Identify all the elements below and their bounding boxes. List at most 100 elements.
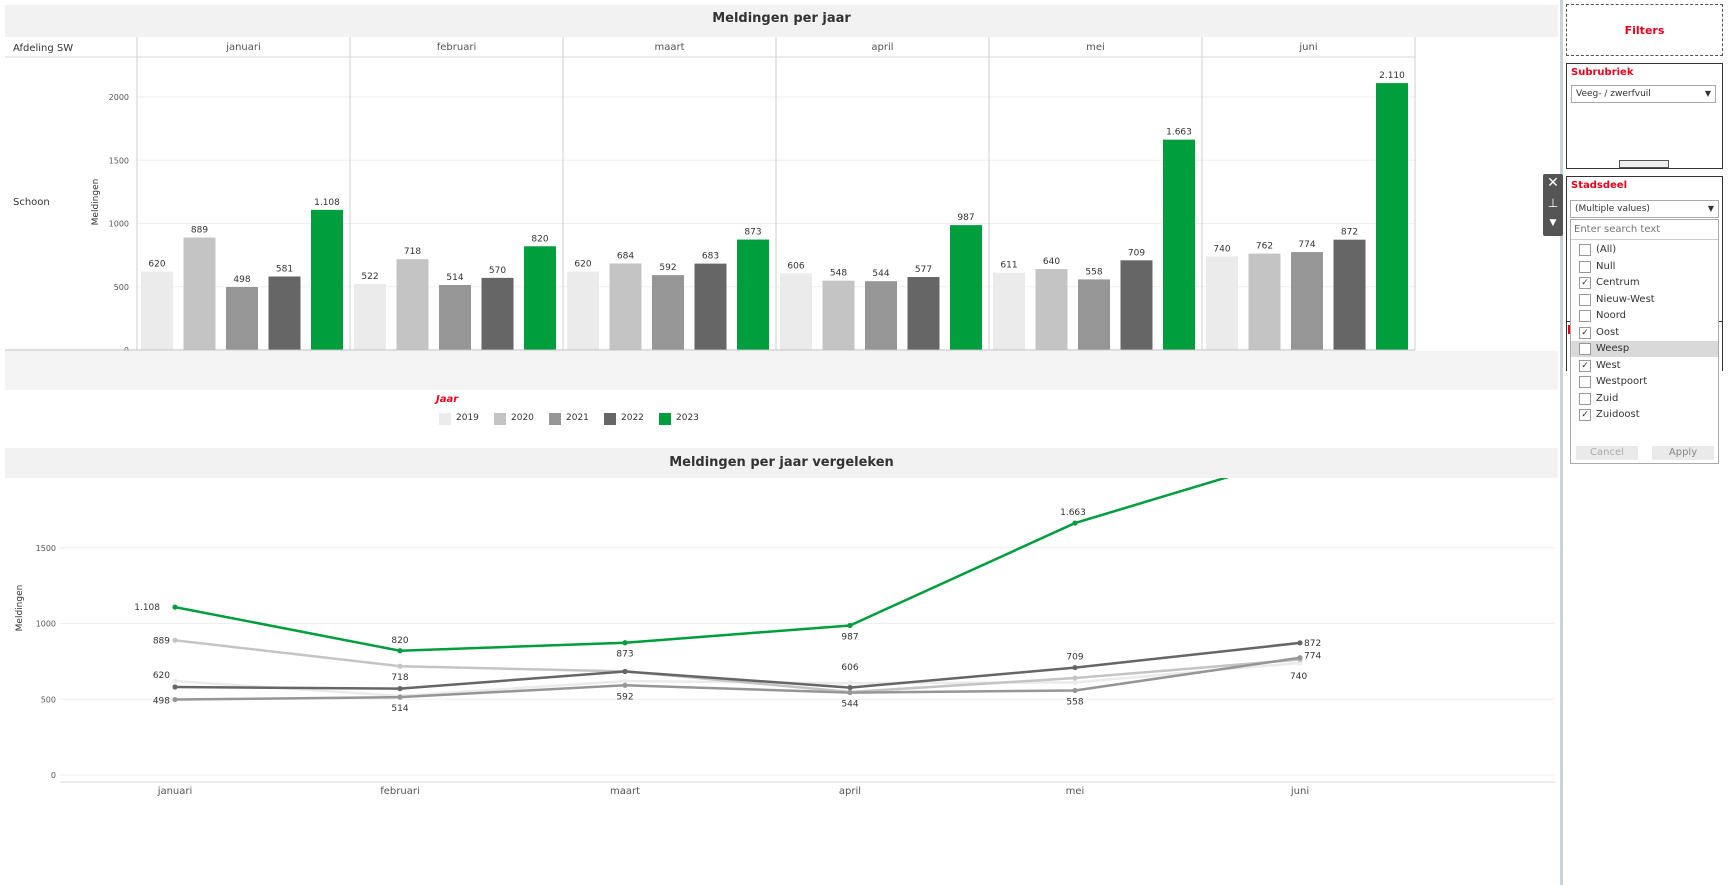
dashboard: Meldingen per jaar Afdeling SW Schoon Meld… — [5, 0, 1563, 885]
bar-data-label: 820 — [531, 234, 548, 244]
line-data-label: 558 — [1066, 697, 1083, 707]
bar-data-label: 611 — [1000, 261, 1017, 271]
line-data-label: 498 — [153, 697, 170, 707]
search-input[interactable] — [1571, 220, 1718, 240]
bar-chart: Afdeling SWSchoonMeldingen05001000150020… — [5, 37, 1558, 390]
series-point — [622, 678, 628, 684]
category-label: januari — [225, 42, 261, 53]
stadsdeel-option[interactable]: Noord — [1571, 308, 1718, 324]
bar — [865, 281, 897, 350]
bar — [1078, 279, 1110, 350]
bar-data-label: 544 — [872, 269, 889, 279]
resize-handle[interactable] — [1619, 160, 1669, 168]
series-line — [174, 656, 1301, 701]
bar-data-label: 987 — [957, 213, 974, 223]
series-point — [847, 684, 853, 691]
line-data-label: 873 — [616, 650, 633, 660]
checkbox-icon[interactable] — [1579, 244, 1591, 256]
bar-data-label: 873 — [744, 228, 761, 238]
y-tick-label: 500 — [41, 695, 56, 704]
category-label: februari — [437, 42, 477, 53]
line-data-label: 889 — [153, 636, 170, 646]
checkbox-icon[interactable] — [1579, 376, 1591, 388]
column-header-row — [5, 37, 1558, 57]
bottom-chart-title: Meldingen per jaar vergeleken — [5, 448, 1558, 478]
subrubriek-dropdown[interactable]: Veeg- / zwerfvuil ▼ — [1571, 85, 1716, 103]
stadsdeel-option[interactable]: Zuid — [1571, 391, 1718, 407]
pin-icon[interactable]: ⊥ — [1547, 196, 1559, 210]
x-tick-label: maart — [610, 786, 640, 797]
bar — [993, 272, 1025, 350]
stadsdeel-option[interactable]: (All) — [1571, 242, 1718, 258]
y-tick-label: 2000 — [109, 93, 129, 102]
x-tick-label: februari — [380, 786, 420, 797]
x-tick-label: mei — [1066, 786, 1085, 797]
bar — [1333, 239, 1366, 350]
dashboard-divider — [1560, 0, 1563, 885]
series-point — [1072, 664, 1078, 671]
bar — [311, 209, 343, 350]
line-data-label: 709 — [1066, 653, 1083, 663]
category-label: maart — [654, 42, 684, 53]
stadsdeel-option[interactable]: ✓ Zuidoost — [1571, 407, 1718, 423]
stadsdeel-option-label: Weesp — [1596, 343, 1630, 354]
legend-swatch — [494, 413, 506, 425]
line-data-label: 820 — [391, 636, 408, 646]
menu-arrow-icon[interactable]: ▼ — [1549, 218, 1557, 228]
stadsdeel-option[interactable]: ✓ Oost — [1571, 325, 1718, 341]
y-axis-label: Meldingen — [91, 179, 101, 226]
close-icon[interactable]: ✕ — [1547, 175, 1559, 191]
stadsdeel-option[interactable]: Westpoort — [1571, 374, 1718, 390]
bar — [481, 277, 514, 350]
bar — [567, 271, 599, 350]
filters-header: Filters — [1566, 4, 1723, 56]
stadsdeel-option-label: Oost — [1596, 326, 1620, 338]
checkbox-checked-icon[interactable]: ✓ — [1579, 409, 1591, 421]
legend-item[interactable]: 2020 — [494, 412, 549, 428]
bar-data-label: 522 — [361, 272, 378, 282]
bar-data-label: 592 — [659, 263, 676, 273]
stadsdeel-option-label: Zuid — [1596, 392, 1619, 404]
bar — [1035, 269, 1068, 350]
apply-button[interactable]: Apply — [1652, 446, 1714, 460]
legend-swatch — [604, 413, 616, 425]
series-point — [397, 694, 403, 700]
line-data-label: 620 — [153, 671, 170, 681]
stadsdeel-option[interactable]: ✓ West — [1571, 358, 1718, 374]
bar-data-label: 1.108 — [314, 198, 340, 208]
checkbox-icon[interactable] — [1579, 310, 1591, 322]
category-label: april — [871, 42, 893, 53]
stadsdeel-option[interactable]: Nieuw-West — [1571, 292, 1718, 308]
stadsdeel-option[interactable]: Null — [1571, 259, 1718, 275]
line-data-label: 606 — [841, 663, 858, 673]
line-data-label: 987 — [841, 632, 858, 642]
series-point — [397, 663, 403, 669]
bar — [652, 275, 684, 350]
series-point — [622, 668, 628, 675]
checkbox-checked-icon[interactable]: ✓ — [1579, 359, 1591, 372]
y-axis-label: Meldingen — [15, 585, 25, 632]
floating-toolbar: ✕ ⊥ ▼ — [1543, 174, 1563, 236]
checkbox-icon[interactable] — [1579, 293, 1591, 306]
bar — [907, 277, 940, 350]
checkbox-icon[interactable] — [1579, 260, 1591, 273]
stadsdeel-option[interactable]: ✓ Centrum — [1571, 275, 1718, 291]
stadsdeel-dropdown[interactable]: (Multiple values) ▼ — [1570, 200, 1719, 218]
legend-item[interactable]: 2022 — [604, 412, 659, 428]
series-point — [172, 684, 178, 690]
legend-item[interactable]: 2019 — [439, 412, 494, 428]
checkbox-icon[interactable] — [1579, 392, 1591, 405]
stadsdeel-option[interactable]: Weesp — [1571, 341, 1718, 357]
legend-item[interactable]: 2023 — [659, 412, 714, 428]
checkbox-icon[interactable] — [1579, 343, 1591, 355]
stadsdeel-option-label: Noord — [1596, 310, 1626, 321]
legend-item[interactable]: 2021 — [549, 412, 604, 428]
cancel-button[interactable]: Cancel — [1576, 446, 1638, 460]
series-line — [174, 478, 1230, 653]
bar-data-label: 683 — [702, 252, 719, 262]
checkbox-checked-icon[interactable]: ✓ — [1579, 277, 1591, 289]
bar-data-label: 581 — [276, 265, 293, 275]
line-data-label: 718 — [391, 673, 408, 683]
bar — [226, 287, 258, 350]
checkbox-checked-icon[interactable]: ✓ — [1579, 326, 1591, 339]
